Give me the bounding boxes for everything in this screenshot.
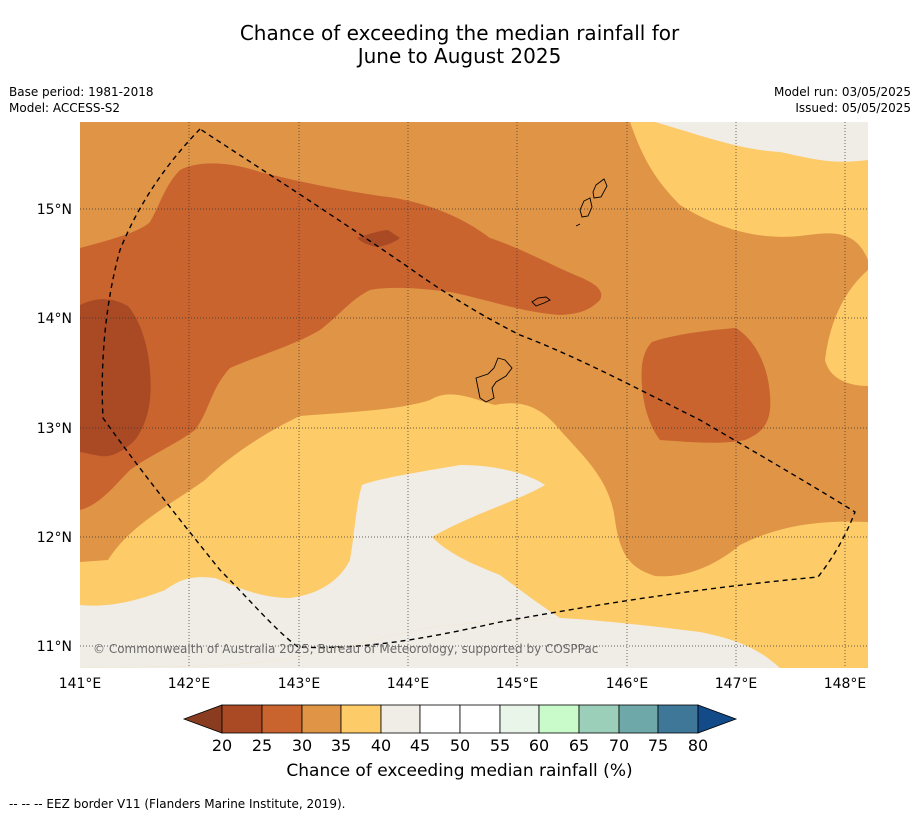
cb-tick-50: 50 <box>450 736 470 755</box>
meta-left: Base period: 1981-2018 Model: ACCESS-S2 <box>9 84 154 116</box>
zone-40-45-patch <box>80 465 560 668</box>
base-period-text: Base period: 1981-2018 <box>9 85 154 99</box>
issued-text: Issued: 05/05/2025 <box>795 101 911 115</box>
colorbar-30-35 <box>301 704 342 734</box>
zone-20-25 <box>80 299 151 457</box>
colorbar-title: Chance of exceeding median rainfall (%) <box>286 761 633 781</box>
meta-right: Model run: 03/05/2025 Issued: 05/05/2025 <box>774 84 911 116</box>
cb-tick-45: 45 <box>410 736 430 755</box>
x-tick-141: 141°E <box>59 676 102 692</box>
cb-tick-30: 30 <box>292 736 312 755</box>
cb-tick-75: 75 <box>648 736 668 755</box>
colorbar-65-70 <box>578 704 620 734</box>
cb-tick-20: 20 <box>212 736 232 755</box>
y-tick-13n: 13°N <box>37 421 72 437</box>
copyright-text: © Commonwealth of Australia 2025, Bureau… <box>93 642 598 656</box>
zone-20-25-small <box>357 230 400 247</box>
x-tick-142: 142°E <box>168 676 211 692</box>
colorbar-over-arrow <box>697 704 738 734</box>
saipan-island <box>592 178 608 199</box>
model-text: Model: ACCESS-S2 <box>9 101 121 115</box>
model-run-text: Model run: 03/05/2025 <box>773 85 911 99</box>
cb-tick-25: 25 <box>252 736 272 755</box>
colorbar-55-60 <box>499 704 540 734</box>
colorbar-50-55 <box>459 704 501 734</box>
rota-island <box>531 296 551 307</box>
x-axis: 141°E 142°E 143°E 144°E 145°E 146°E 147°… <box>59 676 867 692</box>
cb-tick-70: 70 <box>609 736 629 755</box>
y-tick-12n: 12°N <box>37 530 72 546</box>
y-tick-14n: 14°N <box>37 311 72 327</box>
colorbar-60-65 <box>538 704 580 734</box>
eez-legend-note: -- -- -- EEZ border V11 (Flanders Marine… <box>9 797 346 811</box>
y-tick-15n: 15°N <box>37 202 72 218</box>
colorbar-ticks: 20 25 30 35 40 45 50 55 60 65 70 75 80 <box>212 736 708 755</box>
tinian-island <box>579 197 593 218</box>
colorbar-70-75 <box>618 704 659 734</box>
cb-tick-80: 80 <box>688 736 708 755</box>
zone-25-30 <box>80 163 602 511</box>
colorbar-20-25 <box>221 704 263 734</box>
x-tick-144: 144°E <box>387 676 430 692</box>
title-line-2: June to August 2025 <box>357 44 562 68</box>
x-tick-147: 147°E <box>715 676 758 692</box>
colorbar-75-80 <box>657 704 699 734</box>
cb-tick-35: 35 <box>331 736 351 755</box>
colorbar-35-40 <box>340 704 382 734</box>
graticule <box>80 122 868 668</box>
forecast-map: © Commonwealth of Australia 2025, Bureau… <box>80 122 868 668</box>
colorbar-under-arrow <box>182 704 223 734</box>
colorbar <box>182 704 738 734</box>
aguijan-island <box>575 223 581 227</box>
colorbar-40-45 <box>380 704 421 734</box>
eez-border <box>101 128 856 649</box>
x-tick-146: 146°E <box>606 676 649 692</box>
x-tick-143: 143°E <box>278 676 321 692</box>
cb-tick-60: 60 <box>529 736 549 755</box>
map-title: Chance of exceeding the median rainfall … <box>0 22 919 68</box>
cb-tick-55: 55 <box>490 736 510 755</box>
colorbar-45-50 <box>419 704 461 734</box>
x-tick-145: 145°E <box>496 676 539 692</box>
cb-tick-65: 65 <box>569 736 589 755</box>
guam-island <box>475 357 513 403</box>
cb-tick-40: 40 <box>371 736 391 755</box>
y-tick-11n: 11°N <box>37 639 72 655</box>
zone-25-30-east <box>641 328 771 443</box>
x-tick-148: 148°E <box>824 676 867 692</box>
islands <box>475 178 608 403</box>
colorbar-25-30 <box>261 704 303 734</box>
title-line-1: Chance of exceeding the median rainfall … <box>239 21 680 45</box>
y-axis: 15°N 14°N 13°N 12°N 11°N <box>37 202 72 655</box>
